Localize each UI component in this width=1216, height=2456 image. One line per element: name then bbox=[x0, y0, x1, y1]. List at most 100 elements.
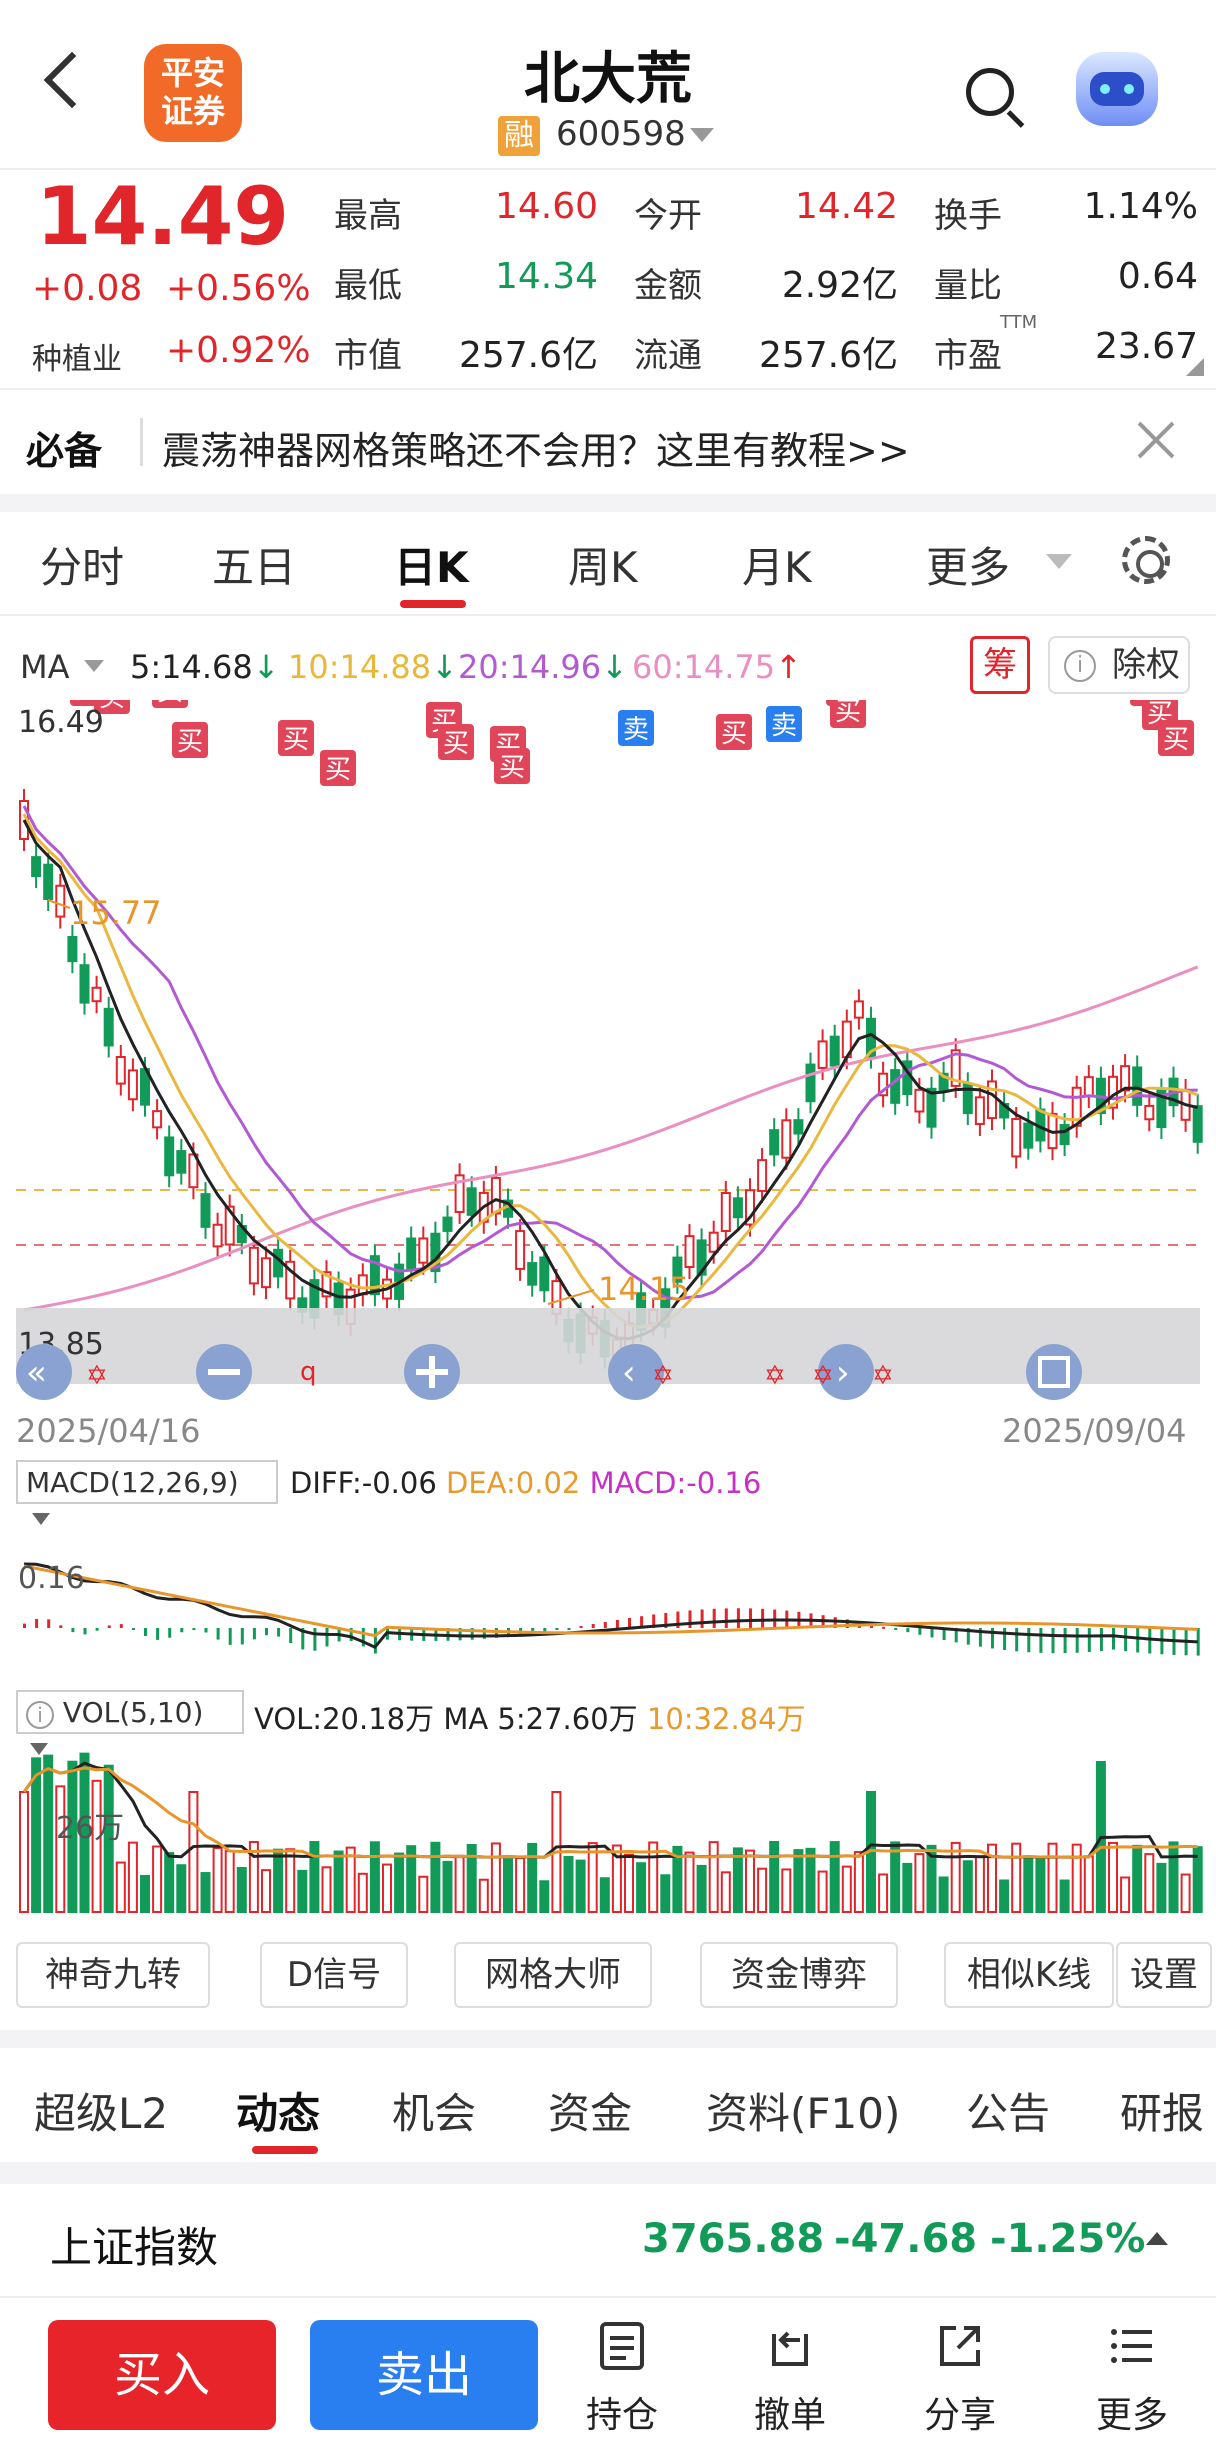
volume-bar bbox=[938, 1876, 949, 1914]
tab-dongtai[interactable]: 动态 bbox=[236, 2089, 321, 2138]
code-dropdown-icon[interactable] bbox=[690, 128, 714, 142]
chevron-down-icon[interactable] bbox=[1046, 554, 1072, 569]
candle bbox=[962, 1083, 973, 1115]
volume-bar bbox=[599, 1877, 610, 1913]
sell-button[interactable]: 卖出 bbox=[310, 2320, 538, 2430]
signal-label: 买 bbox=[283, 725, 309, 755]
vol-ma10-value: 10:32.84万 bbox=[646, 1702, 806, 1736]
volume-bar bbox=[140, 1875, 150, 1913]
tab-week-k[interactable]: 周K bbox=[568, 543, 638, 592]
volume-bar bbox=[648, 1841, 659, 1913]
gear-icon[interactable] bbox=[1122, 536, 1170, 584]
chip-distribution-button[interactable]: 筹 bbox=[970, 636, 1030, 694]
macd-bar bbox=[458, 1628, 462, 1641]
chevron-up-icon[interactable] bbox=[1146, 2232, 1168, 2245]
index-pct: -1.25% bbox=[990, 2216, 1146, 2262]
volume-bar bbox=[878, 1873, 889, 1914]
notice-text[interactable]: 震荡神器网格策略还不会用？这里有教程>> bbox=[162, 429, 910, 473]
tab-yanbao[interactable]: 研报 bbox=[1120, 2089, 1205, 2138]
volume-bar bbox=[696, 1864, 707, 1913]
macd-bar bbox=[35, 1618, 39, 1628]
volume-bar bbox=[466, 1843, 477, 1913]
candle bbox=[708, 1231, 719, 1253]
volume-bar bbox=[309, 1841, 320, 1913]
tool-settings[interactable]: 设置 bbox=[1116, 1942, 1212, 2008]
tab-more[interactable]: 更多 bbox=[926, 543, 1011, 592]
volume-bar bbox=[55, 1785, 66, 1913]
candle bbox=[515, 1230, 526, 1270]
search-icon[interactable] bbox=[966, 68, 1014, 116]
quote-label: 最高 bbox=[334, 196, 402, 236]
vol-selector[interactable]: i VOL(5,10) bbox=[16, 1690, 244, 1755]
volume-bar bbox=[31, 1757, 42, 1914]
buy-signal bbox=[494, 748, 530, 784]
ex-rights-button[interactable]: i 除权 bbox=[1048, 636, 1190, 694]
stock-code[interactable]: 600598 bbox=[556, 114, 686, 154]
signal-label: 卖 bbox=[623, 715, 649, 745]
sector-label[interactable]: 种植业 bbox=[32, 342, 122, 377]
macd-bar bbox=[1039, 1628, 1043, 1653]
macd-bar bbox=[906, 1628, 910, 1633]
buy-signal bbox=[152, 700, 188, 708]
macd-bar bbox=[845, 1619, 849, 1628]
macd-selector[interactable]: MACD(12,26,9) bbox=[16, 1460, 278, 1525]
tool-fund-game[interactable]: 资金博弈 bbox=[700, 1942, 898, 2008]
candlestick-chart[interactable]: 买买买买T买买买买买买T买买买买卖买卖买买卖买买T买买买买卖买买买买 16.49… bbox=[0, 700, 1216, 1400]
holdings-button[interactable]: 持仓 bbox=[562, 2320, 682, 2438]
volume-bar bbox=[817, 1870, 828, 1914]
tab-gonggao[interactable]: 公告 bbox=[966, 2089, 1051, 2138]
ai-robot-icon[interactable] bbox=[1076, 52, 1158, 126]
candle bbox=[1011, 1118, 1022, 1158]
candle bbox=[55, 884, 66, 918]
macd-bar bbox=[192, 1628, 196, 1630]
section-gap-2 bbox=[0, 2030, 1216, 2048]
logo-line-2: 证券 bbox=[160, 92, 225, 130]
tool-shenqi-jiuzhuan[interactable]: 神奇九转 bbox=[16, 1942, 210, 2008]
tab-jihui[interactable]: 机会 bbox=[392, 2089, 477, 2138]
macd-bar bbox=[1075, 1628, 1079, 1653]
vol-dropdown-icon[interactable] bbox=[30, 1743, 48, 1755]
tab-f10[interactable]: 资料(F10) bbox=[706, 2089, 901, 2138]
close-icon[interactable] bbox=[1130, 416, 1182, 468]
candle bbox=[817, 1040, 828, 1069]
tab-zijin[interactable]: 资金 bbox=[548, 2089, 633, 2138]
tool-similar-k[interactable]: 相似K线 bbox=[944, 1942, 1114, 2008]
macd-bar bbox=[966, 1628, 970, 1645]
candle bbox=[152, 1110, 163, 1129]
volume-bar bbox=[732, 1847, 743, 1913]
macd-dropdown-icon[interactable] bbox=[32, 1513, 50, 1525]
tab-month-k[interactable]: 月K bbox=[742, 543, 812, 592]
candle bbox=[890, 1069, 901, 1104]
notice-tag: 必备 bbox=[26, 429, 103, 473]
macd-bar bbox=[700, 1609, 704, 1628]
more-button[interactable]: 更多 bbox=[1072, 2320, 1192, 2438]
buy-signal bbox=[830, 700, 866, 728]
tab-fenshi[interactable]: 分时 bbox=[40, 543, 125, 592]
ma-dropdown-icon[interactable] bbox=[84, 660, 104, 672]
annotated-low: 14.15 bbox=[598, 1270, 690, 1308]
candle bbox=[285, 1260, 296, 1300]
expand-corner-icon[interactable] bbox=[1186, 358, 1204, 376]
volume-bar bbox=[974, 1855, 985, 1913]
macd-bar bbox=[724, 1608, 728, 1628]
index-name[interactable]: 上证指数 bbox=[50, 2223, 219, 2272]
share-button[interactable]: 分享 bbox=[900, 2320, 1020, 2438]
cancel-order-button[interactable]: 撤单 bbox=[730, 2320, 850, 2438]
tool-grid-master[interactable]: 网格大师 bbox=[454, 1942, 652, 2008]
svg-text:q: q bbox=[300, 1357, 317, 1387]
tab-day-k[interactable]: 日K bbox=[394, 543, 469, 592]
tool-d-signal[interactable]: D信号 bbox=[260, 1942, 408, 2008]
sector-change-pct: +0.92% bbox=[166, 330, 311, 371]
volume-bar bbox=[236, 1867, 247, 1913]
tab-wuri[interactable]: 五日 bbox=[212, 543, 297, 592]
macd-bar bbox=[131, 1628, 135, 1630]
volume-bar bbox=[333, 1850, 344, 1914]
tab-super-l2[interactable]: 超级L2 bbox=[34, 2089, 169, 2138]
candle bbox=[1132, 1066, 1143, 1106]
index-value: 3765.88 bbox=[642, 2216, 825, 2262]
ma-label[interactable]: MA bbox=[20, 648, 70, 686]
volume-bar bbox=[103, 1764, 114, 1913]
signal-label: 买 bbox=[443, 729, 469, 759]
buy-button[interactable]: 买入 bbox=[48, 2320, 276, 2430]
volume-bar bbox=[224, 1850, 235, 1914]
